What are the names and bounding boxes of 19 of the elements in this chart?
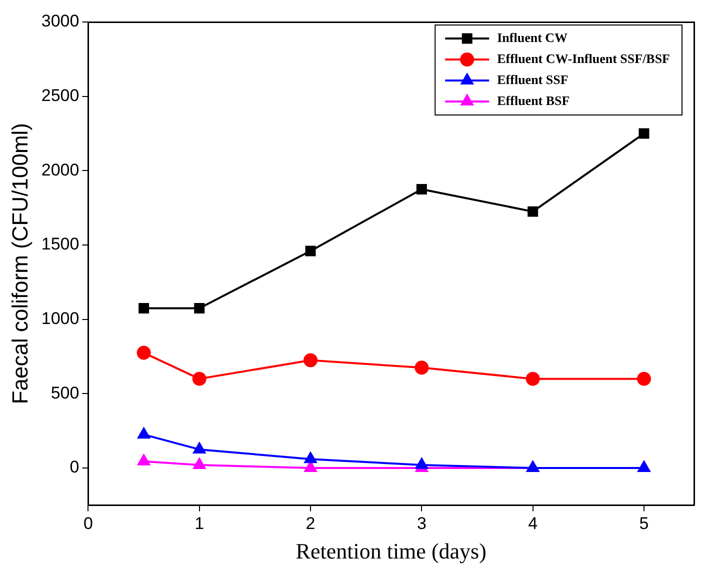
x-tick-label: 4 [528,514,538,534]
y-tick-label: 1500 [41,234,80,254]
y-axis-title: Faecal coliform (CFU/100ml) [7,123,32,404]
legend-label: Effluent SSF [497,72,568,87]
y-tick-label: 2500 [41,86,80,106]
x-tick-label: 3 [416,514,426,534]
y-tick-label: 2000 [41,160,80,180]
legend-label: Effluent BSF [497,92,570,108]
y-tick-label: 500 [50,383,80,402]
legend-label: Effluent CW-Influent SSF/BSF [497,50,670,66]
y-tick-label: 1000 [41,309,80,328]
x-tick-label: 1 [194,514,204,534]
y-tick-label: 3000 [41,12,80,31]
x-tick-label: 0 [83,514,93,534]
x-tick-label: 2 [306,514,316,534]
legend-label: Influent CW [497,30,568,45]
x-tick-label: 5 [639,514,649,534]
x-axis-title: Retention time (days) [296,538,486,564]
y-tick-label: 0 [70,458,80,477]
